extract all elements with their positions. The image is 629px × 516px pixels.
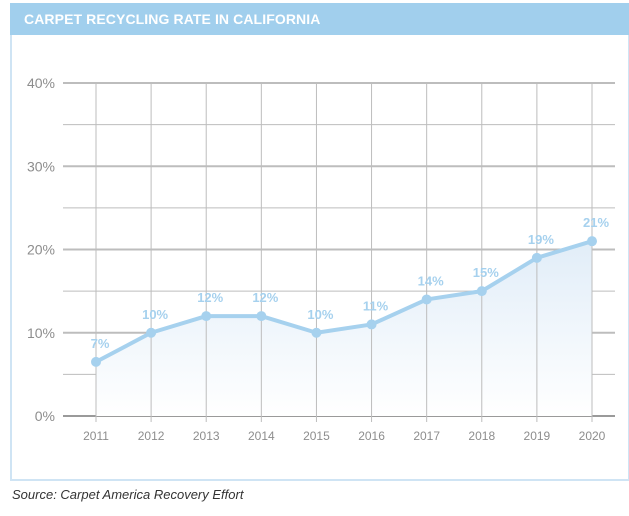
data-label: 10% bbox=[142, 307, 168, 322]
data-point bbox=[311, 327, 322, 338]
chart-title: CARPET RECYCLING RATE IN CALIFORNIA bbox=[24, 11, 321, 27]
y-tick-label: 40% bbox=[27, 75, 55, 91]
source-note: Source: Carpet America Recovery Effort bbox=[12, 487, 244, 502]
data-label: 15% bbox=[473, 265, 499, 280]
x-tick-label: 2018 bbox=[468, 429, 495, 443]
data-label: 12% bbox=[197, 290, 223, 305]
x-tick-label: 2020 bbox=[579, 429, 606, 443]
y-tick-label: 10% bbox=[27, 325, 55, 341]
x-tick-label: 2012 bbox=[138, 429, 165, 443]
data-label-layer: 7% 10% 12% 12% 10% 11% 14% 15% 19% 21% bbox=[91, 215, 610, 351]
y-tick-label: 30% bbox=[27, 158, 55, 174]
marker-layer bbox=[91, 236, 597, 367]
y-tick-label: 20% bbox=[27, 242, 55, 258]
data-label: 7% bbox=[91, 336, 110, 351]
data-label: 11% bbox=[363, 298, 389, 313]
x-tick-label: 2013 bbox=[193, 429, 220, 443]
data-label: 12% bbox=[252, 290, 278, 305]
data-point bbox=[256, 311, 267, 322]
data-label: 19% bbox=[528, 232, 554, 247]
data-point bbox=[476, 286, 487, 297]
data-label: 21% bbox=[583, 215, 609, 230]
x-tick-label: 2016 bbox=[358, 429, 385, 443]
y-tick-label: 0% bbox=[35, 408, 55, 424]
x-tick-label: 2015 bbox=[303, 429, 330, 443]
data-label: 10% bbox=[307, 307, 333, 322]
data-label: 14% bbox=[418, 273, 444, 288]
x-tick-label: 2017 bbox=[413, 429, 440, 443]
series-line bbox=[95, 239, 593, 364]
data-point bbox=[587, 236, 597, 247]
data-point bbox=[91, 356, 101, 367]
x-tick-label: 2014 bbox=[248, 429, 275, 443]
data-point bbox=[146, 327, 157, 338]
data-point bbox=[421, 294, 432, 305]
x-tick-label: 2019 bbox=[524, 429, 551, 443]
data-point bbox=[201, 311, 212, 322]
data-point bbox=[531, 252, 542, 263]
axis-layer: 0% 10% 20% 30% 40% 2011 2012 2013 2014 2015 2016 20… bbox=[27, 75, 606, 443]
data-point bbox=[366, 319, 377, 330]
chart-header bbox=[10, 3, 629, 35]
x-tick-label: 2011 bbox=[83, 429, 109, 443]
